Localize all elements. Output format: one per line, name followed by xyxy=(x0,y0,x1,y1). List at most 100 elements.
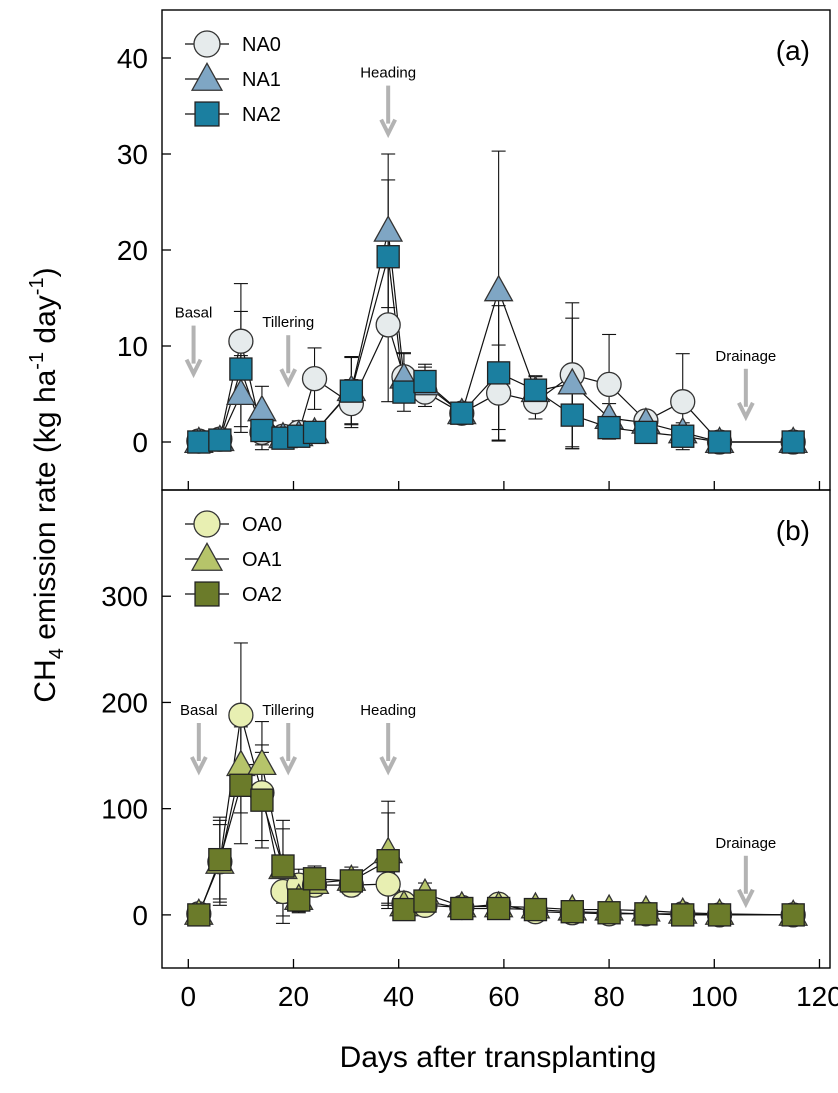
data-point-oa2 xyxy=(671,903,695,927)
markers-na2 xyxy=(187,245,805,454)
data-point-oa2 xyxy=(208,847,232,872)
annotation-label-tillering: Tillering xyxy=(262,702,314,719)
y-tick-label-a: 20 xyxy=(117,235,148,266)
data-point-oa0 xyxy=(375,871,401,897)
annotation-arrow-basal xyxy=(190,723,208,776)
data-point-oa1 xyxy=(247,748,277,776)
legend-b: OA0 OA1 OA2 xyxy=(185,510,282,607)
annotation-label-basal: Basal xyxy=(175,305,213,322)
data-point-na1 xyxy=(483,274,514,302)
x-axis-label: Days after transplanting xyxy=(340,1041,657,1074)
y-tick-label-a: 0 xyxy=(132,427,148,458)
data-point-na0 xyxy=(596,371,622,398)
legend-marker-na1 xyxy=(190,61,224,91)
data-point-oa2 xyxy=(486,896,511,921)
annotation-arrow-tillering-head xyxy=(279,756,298,776)
legend-marker-oa2 xyxy=(194,581,220,607)
data-point-oa2 xyxy=(250,788,274,812)
y-label-sub: 4 xyxy=(46,648,68,659)
data-point-na2 xyxy=(392,380,416,404)
data-point-oa2 xyxy=(781,903,805,927)
y-tick-label-b: 100 xyxy=(101,794,148,825)
data-point-oa2 xyxy=(450,896,474,921)
y-label-end: ) xyxy=(29,267,62,277)
data-point-na2 xyxy=(486,361,511,385)
data-point-oa0 xyxy=(228,702,254,728)
annotation-label-basal: Basal xyxy=(180,702,218,719)
annotation-arrow-drainage xyxy=(737,368,755,422)
panel-label-a: (a) xyxy=(776,35,810,66)
annotation-arrow-basal-head xyxy=(190,756,208,776)
data-point-na2 xyxy=(707,430,732,454)
data-point-na2 xyxy=(229,357,253,381)
y-label-sup2: -1 xyxy=(26,277,48,295)
annotation-label-drainage: Drainage xyxy=(715,348,776,365)
data-point-oa2 xyxy=(597,901,621,925)
legend-a: NA0 NA1 NA2 xyxy=(185,30,281,127)
annotation-arrow-basal xyxy=(184,325,203,379)
annotation-arrow-tillering xyxy=(279,335,298,388)
data-point-oa2 xyxy=(302,867,327,891)
annotation-arrow-tillering xyxy=(279,723,298,776)
annotation-arrow-drainage-head xyxy=(737,401,755,422)
panel-b-frame xyxy=(161,489,831,969)
data-point-oa2 xyxy=(413,889,437,913)
data-point-na2 xyxy=(523,378,548,402)
data-point-na0 xyxy=(228,328,254,354)
x-tick-label: 120 xyxy=(796,981,838,1012)
y-label-sup1: -1 xyxy=(26,352,48,370)
x-tick-label: 100 xyxy=(691,981,738,1012)
x-tick-label: 60 xyxy=(488,981,519,1012)
data-point-na0 xyxy=(375,312,401,338)
y-label-prefix: CH xyxy=(29,659,62,702)
markers-oa2 xyxy=(187,773,805,927)
data-point-oa2 xyxy=(634,902,658,926)
data-point-na2 xyxy=(250,418,274,443)
data-point-oa2 xyxy=(271,854,295,878)
data-point-na0 xyxy=(485,380,512,406)
annotation-label-drainage: Drainage xyxy=(715,835,776,852)
y-tick-label-a: 30 xyxy=(117,139,148,170)
legend-label-na2: NA2 xyxy=(242,104,281,126)
legend-label-na1: NA1 xyxy=(242,69,281,91)
annotation-arrow-basal-head xyxy=(184,358,203,379)
data-point-na0 xyxy=(301,365,328,392)
x-tick-label: 40 xyxy=(383,981,414,1012)
data-point-oa2 xyxy=(707,903,732,927)
annotation-label-heading: Heading xyxy=(360,702,416,719)
x-tick-label: 80 xyxy=(594,981,625,1012)
annotation-arrow-drainage-head xyxy=(737,888,755,909)
data-point-oa2 xyxy=(187,903,211,927)
data-point-na2 xyxy=(597,415,621,440)
x-tick-label: 0 xyxy=(181,981,197,1012)
y-tick-label-b: 0 xyxy=(132,900,148,931)
legend-marker-oa0 xyxy=(193,510,221,538)
legend-label-oa0: OA0 xyxy=(242,514,282,536)
data-point-na2 xyxy=(302,420,327,445)
panel-a: 0 10 20 30 40 (a) Basal Tillering Heading Drainag… xyxy=(117,9,831,491)
data-point-na0 xyxy=(670,389,696,415)
y-tick-label-b: 300 xyxy=(101,581,148,612)
data-point-na2 xyxy=(450,401,474,425)
annotation-arrow-tillering-head xyxy=(279,368,298,388)
annotation-arrow-heading xyxy=(379,723,397,776)
data-point-na2 xyxy=(634,420,658,445)
data-point-na1 xyxy=(225,378,256,406)
data-point-na2 xyxy=(781,430,805,454)
data-point-na2 xyxy=(187,430,211,454)
data-point-oa2 xyxy=(523,897,548,922)
data-point-oa2 xyxy=(339,869,364,893)
legend-marker-oa1 xyxy=(190,541,224,571)
y-label-mid: emission rate (kg ha xyxy=(29,369,62,648)
data-point-oa2 xyxy=(229,773,253,797)
annotation-label-heading: Heading xyxy=(360,65,416,82)
data-point-na2 xyxy=(376,245,400,269)
legend-marker-na2 xyxy=(194,101,220,127)
data-point-na2 xyxy=(339,379,364,403)
legend-label-oa2: OA2 xyxy=(242,584,282,606)
data-point-na2 xyxy=(671,424,695,448)
legend-label-na0: NA0 xyxy=(242,34,281,56)
data-point-na2 xyxy=(208,428,232,452)
